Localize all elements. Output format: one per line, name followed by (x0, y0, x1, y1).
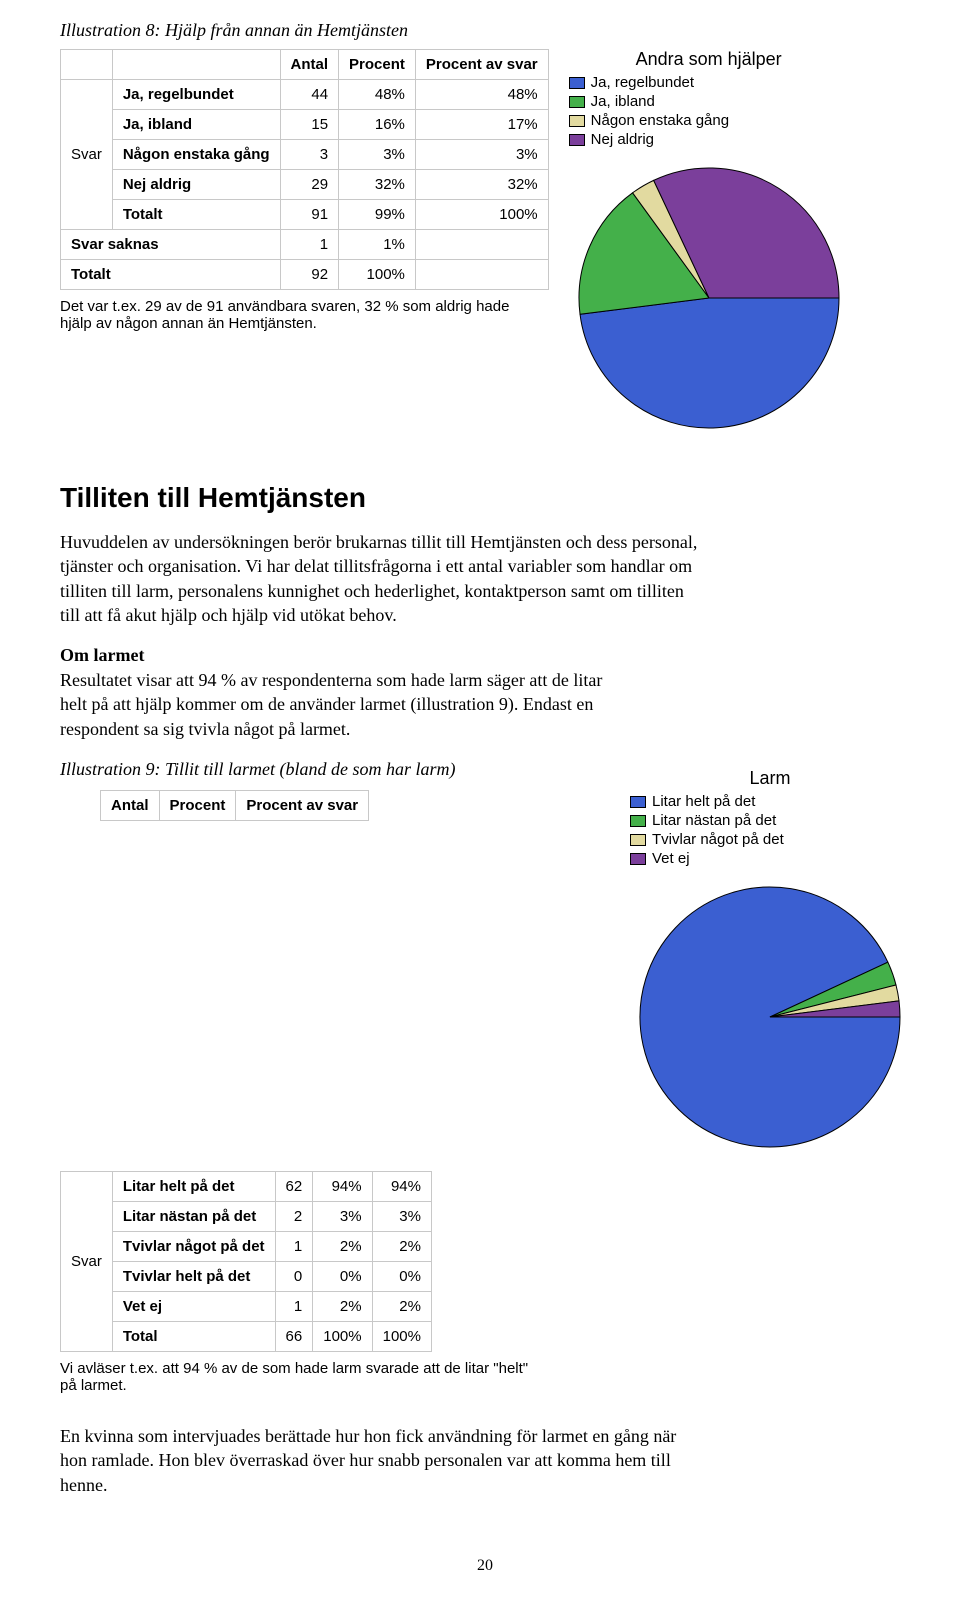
page-number: 20 (60, 1557, 910, 1575)
row-label: Vet ej (112, 1292, 275, 1322)
col-antal: Antal (280, 50, 339, 80)
table-header-row: Antal Procent Procent av svar (60, 791, 369, 821)
table-row: Ja, ibland 15 16% 17% (61, 110, 549, 140)
legend-swatch (569, 115, 585, 127)
legend-item: Tvivlar något på det (630, 831, 910, 848)
legend-swatch (630, 853, 646, 865)
ill9-caption: Vi avläser t.ex. att 94 % av de som hade… (60, 1360, 530, 1394)
totalt-label: Totalt (61, 260, 281, 290)
ill8-table-block: Antal Procent Procent av svar Svar Ja, r… (60, 49, 549, 332)
col-procent-svar: Procent av svar (236, 791, 369, 821)
tilliten-heading: Tilliten till Hemtjänsten (60, 482, 910, 514)
ill9-legend-pie: Larm Litar helt på det Litar nästan på de… (630, 768, 910, 1161)
ill8-legend-pie: Andra som hjälper Ja, regelbundet Ja, ibl… (569, 49, 849, 442)
para2: Resultatet visar att 94 % av respondente… (60, 668, 610, 741)
legend-item: Någon enstaka gång (569, 112, 849, 129)
legend-label: Litar helt på det (652, 793, 755, 810)
legend-item: Litar nästan på det (630, 812, 910, 829)
table-row: Nej aldrig 29 32% 32% (61, 170, 549, 200)
table-row: Svar Litar helt på det 62 94% 94% (61, 1172, 432, 1202)
table-row: Totalt 91 99% 100% (61, 200, 549, 230)
legend-swatch (630, 834, 646, 846)
table-row: Totalt 92 100% (61, 260, 549, 290)
pie-slice (580, 298, 839, 428)
svar-saknas-label: Svar saknas (61, 230, 281, 260)
ill9-pie-chart (630, 877, 910, 1157)
svar-label: Svar (61, 1172, 113, 1352)
table-row: Total 66 100% 100% (61, 1322, 432, 1352)
table-row: Svar Ja, regelbundet 44 48% 48% (61, 80, 549, 110)
legend-label: Ja, ibland (591, 93, 655, 110)
row-label: Tvivlar helt på det (112, 1262, 275, 1292)
ill8-caption: Det var t.ex. 29 av de 91 användbara sva… (60, 298, 530, 332)
row-label: Total (112, 1322, 275, 1352)
table-row: Någon enstaka gång 3 3% 3% (61, 140, 549, 170)
legend-label: Ja, regelbundet (591, 74, 694, 91)
para3: En kvinna som intervjuades berättade hur… (60, 1424, 700, 1497)
illustration-8-title: Illustration 8: Hjälp från annan än Hemt… (60, 20, 910, 41)
col-procent: Procent (339, 50, 416, 80)
row-label: Nej aldrig (112, 170, 280, 200)
legend-item: Nej aldrig (569, 131, 849, 148)
row-label: Någon enstaka gång (112, 140, 280, 170)
legend-label: Nej aldrig (591, 131, 654, 148)
row-label: Ja, regelbundet (112, 80, 280, 110)
legend-swatch (569, 77, 585, 89)
col-procent: Procent (159, 791, 236, 821)
para1: Huvuddelen av undersökningen berör bruka… (60, 530, 700, 627)
row-label: Totalt (112, 200, 280, 230)
col-antal: Antal (101, 791, 160, 821)
table-row: Litar nästan på det 2 3% 3% (61, 1202, 432, 1232)
legend-label: Någon enstaka gång (591, 112, 729, 129)
row-label: Litar helt på det (112, 1172, 275, 1202)
ill8-pie-chart (569, 158, 849, 438)
legend-swatch (569, 134, 585, 146)
row-label: Tvivlar något på det (112, 1232, 275, 1262)
ill9-legend-title: Larm (630, 768, 910, 789)
legend-item: Ja, regelbundet (569, 74, 849, 91)
legend-label: Tvivlar något på det (652, 831, 784, 848)
row-label: Litar nästan på det (112, 1202, 275, 1232)
table-row: Tvivlar något på det 1 2% 2% (61, 1232, 432, 1262)
legend-swatch (630, 815, 646, 827)
table-row: Tvivlar helt på det 0 0% 0% (61, 1262, 432, 1292)
om-larmet-heading: Om larmet (60, 645, 910, 666)
ill9-table-header: Antal Procent Procent av svar (60, 790, 369, 821)
table-row: Svar saknas 1 1% (61, 230, 549, 260)
legend-item: Vet ej (630, 850, 910, 867)
col-procent-svar: Procent av svar (415, 50, 548, 80)
legend-label: Vet ej (652, 850, 690, 867)
legend-item: Litar helt på det (630, 793, 910, 810)
row-label: Ja, ibland (112, 110, 280, 140)
table-row: Vet ej 1 2% 2% (61, 1292, 432, 1322)
illustration-9-title: Illustration 9: Tillit till larmet (blan… (60, 759, 610, 780)
legend-label: Litar nästan på det (652, 812, 776, 829)
ill9-table: Svar Litar helt på det 62 94% 94% Litar … (60, 1171, 432, 1352)
table-header-row: Antal Procent Procent av svar (61, 50, 549, 80)
svar-label: Svar (61, 80, 113, 230)
ill8-table: Antal Procent Procent av svar Svar Ja, r… (60, 49, 549, 290)
legend-item: Ja, ibland (569, 93, 849, 110)
legend-swatch (569, 96, 585, 108)
ill8-legend-title: Andra som hjälper (569, 49, 849, 70)
legend-swatch (630, 796, 646, 808)
